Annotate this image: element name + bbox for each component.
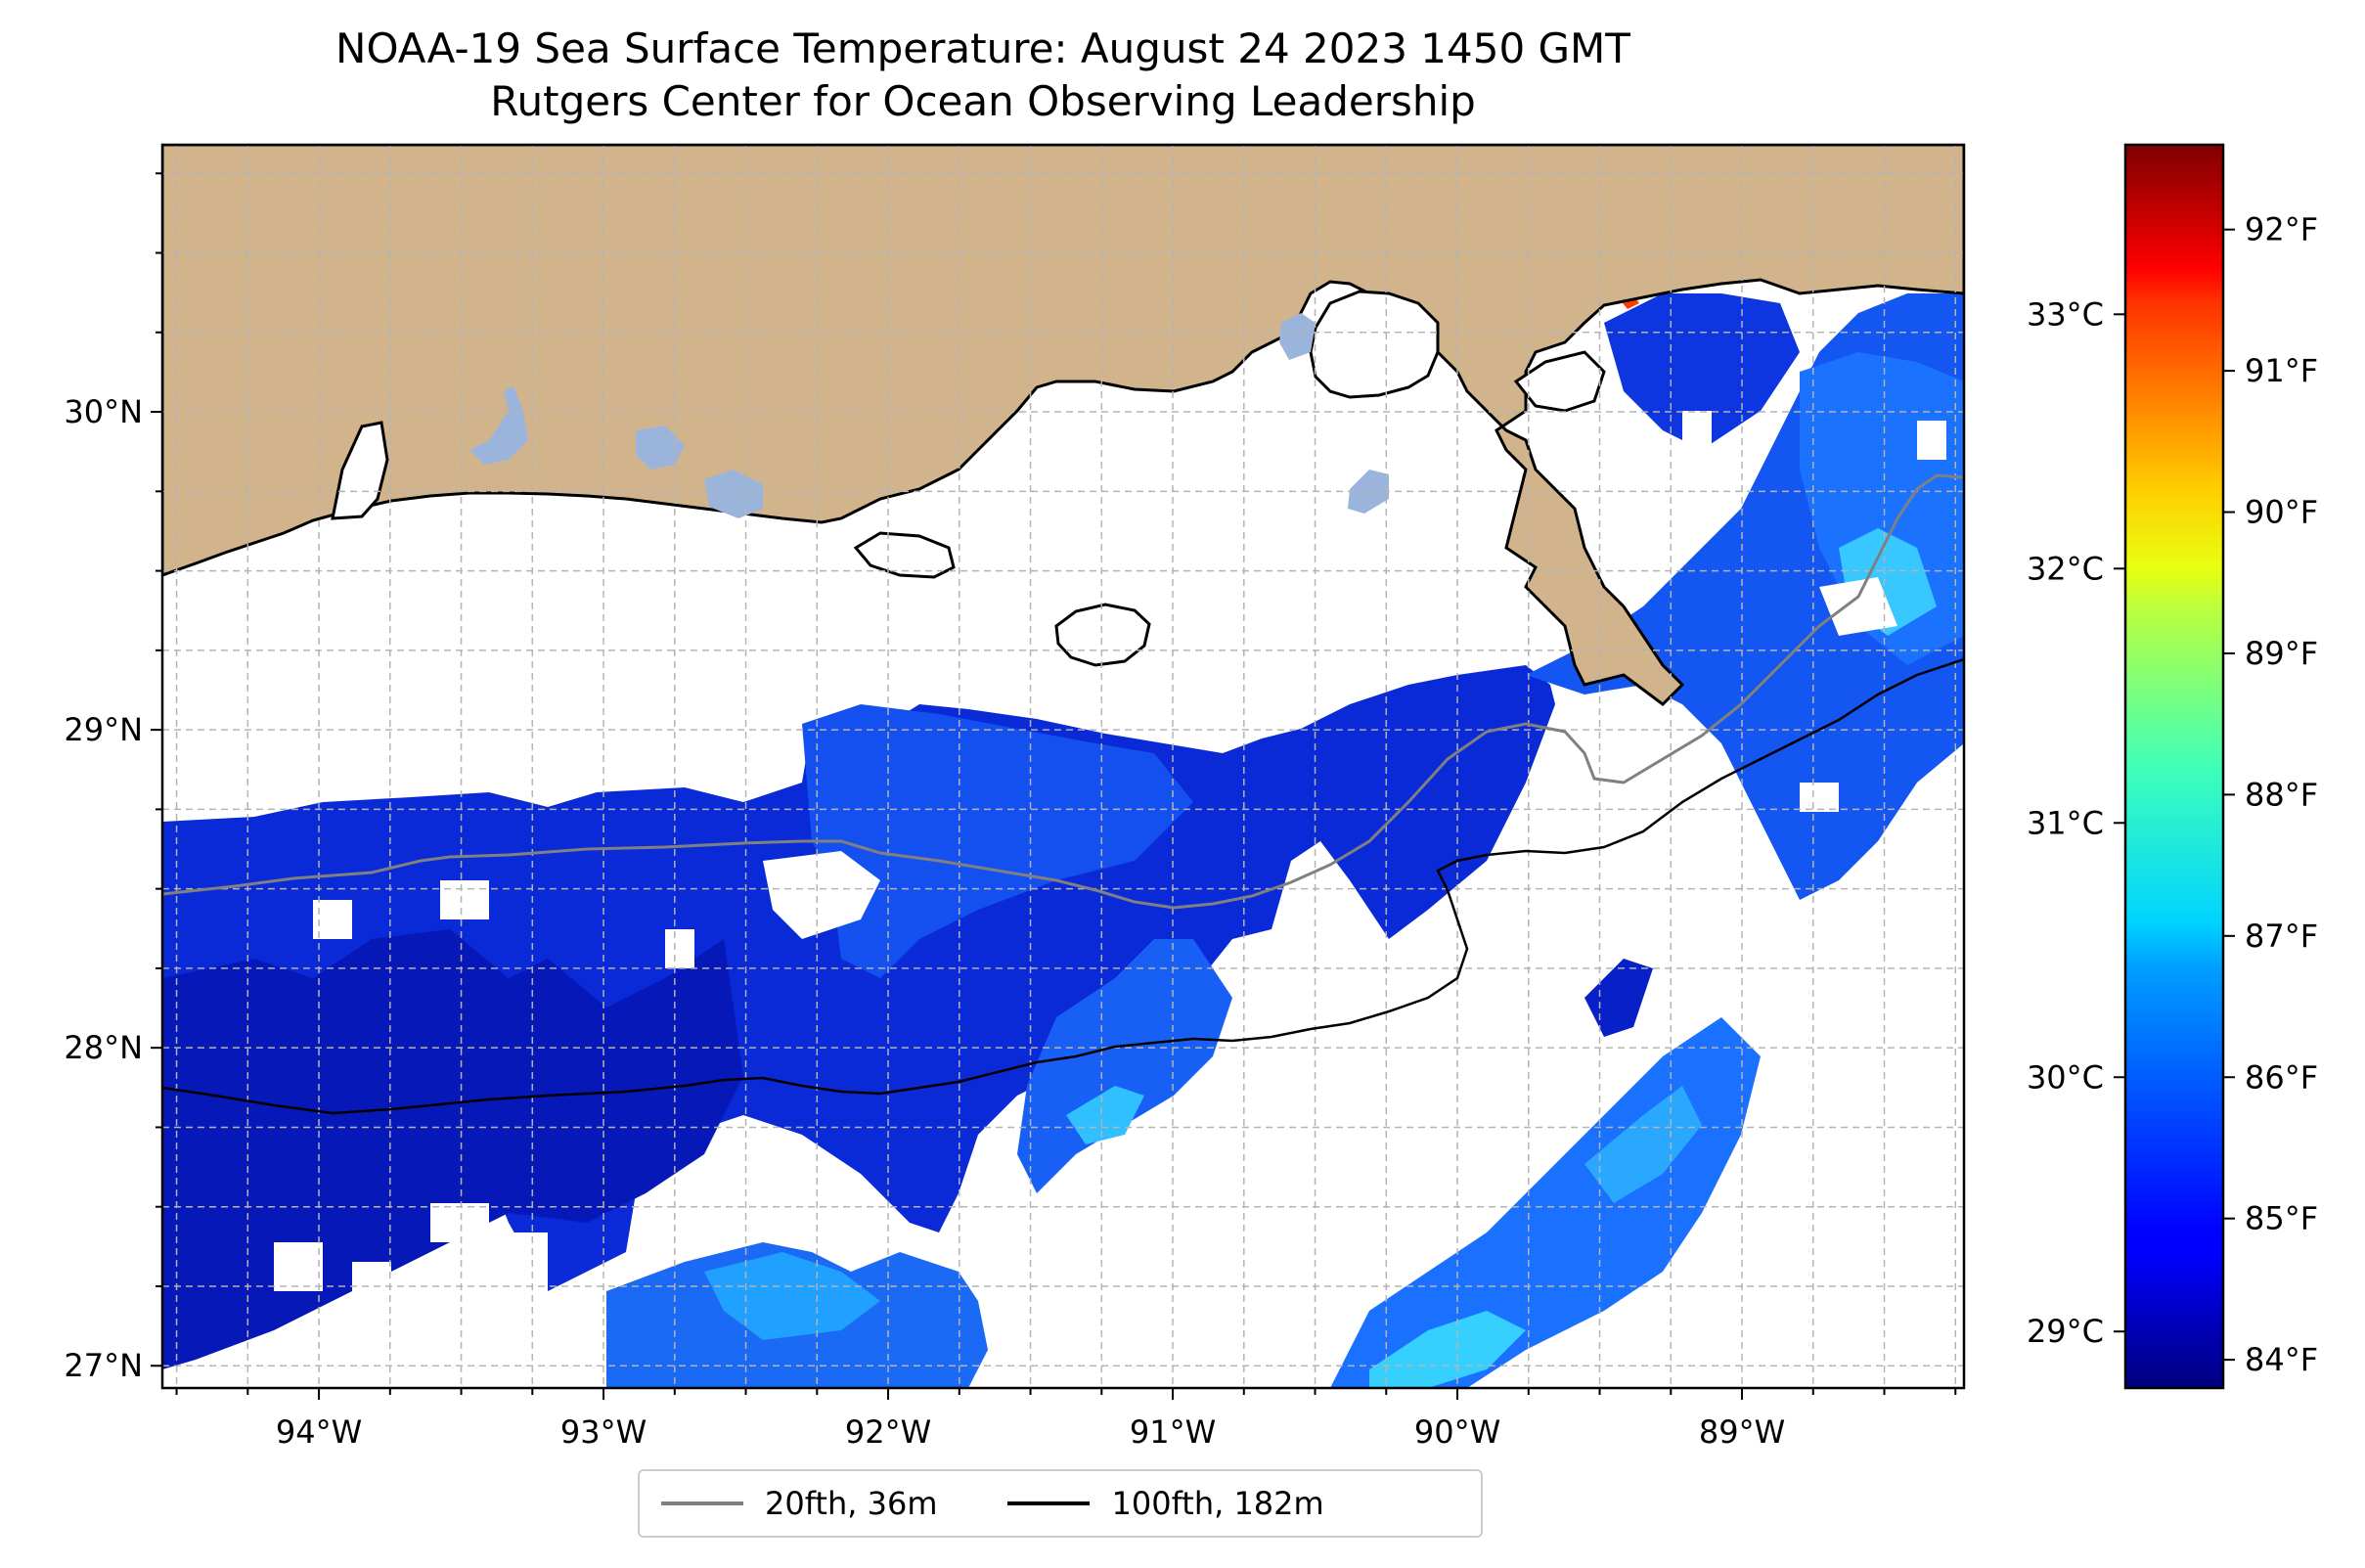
legend-label-100fth: 100fth, 182m <box>1111 1485 1324 1522</box>
legend-line-black <box>1007 1501 1091 1505</box>
colorbar-f-label: 84°F <box>2245 1341 2318 1378</box>
isobath-20fth <box>162 473 1964 910</box>
map-panel <box>162 145 1964 1388</box>
colorbar-f-label: 89°F <box>2245 635 2318 672</box>
lon-tick-label: 92°W <box>845 1413 931 1451</box>
latitude-axis: 30°N 29°N 28°N 27°N <box>64 172 162 1384</box>
colorbar-c-label: 33°C <box>2027 295 2104 333</box>
lat-tick-label: 30°N <box>64 393 143 430</box>
lat-tick-label: 28°N <box>64 1029 143 1066</box>
coastal-bays <box>331 290 1606 667</box>
colorbar-f-label: 88°F <box>2245 776 2318 813</box>
cloud-mask-layer <box>274 411 1946 1301</box>
colorbar-c-label: 31°C <box>2027 804 2104 841</box>
map-frame <box>160 143 1966 1390</box>
lon-tick-label: 93°W <box>560 1413 647 1451</box>
colorbar-f-label: 92°F <box>2245 211 2318 248</box>
lon-tick-label: 94°W <box>276 1413 362 1451</box>
colorbar-f-label: 90°F <box>2245 494 2318 531</box>
longitude-axis: 94°W 93°W 92°W 91°W 90°W 89°W <box>175 1388 1957 1451</box>
colorbar-fahrenheit-ticks: 84°F 85°F 86°F 87°F 88°F 89°F 90°F 91°F 92°F <box>2223 211 2318 1378</box>
lon-tick-label: 89°W <box>1699 1413 1785 1451</box>
legend-item-20fth: 20fth, 36m <box>661 1485 986 1522</box>
legend-label-20fth: 20fth, 36m <box>765 1485 938 1522</box>
lat-tick-label: 27°N <box>64 1347 143 1384</box>
colorbar-gradient <box>2123 143 2225 1390</box>
colorbar-f-label: 91°F <box>2245 352 2318 389</box>
colorbar-f-label: 87°F <box>2245 918 2318 955</box>
map-gridlines <box>162 145 1964 1388</box>
lon-tick-label: 91°W <box>1130 1413 1216 1451</box>
colorbar: 84°F 85°F 86°F 87°F 88°F 89°F 90°F 91°F 92°F 29°… <box>2027 143 2318 1390</box>
legend-line-gray <box>661 1501 743 1505</box>
map-subtitle: Rutgers Center for Ocean Observing Leade… <box>490 77 1476 125</box>
lakes-layer <box>469 313 1389 518</box>
colorbar-f-label: 86°F <box>2245 1058 2318 1096</box>
legend-item-100fth: 100fth, 182m <box>1007 1485 1372 1522</box>
lat-tick-label: 29°N <box>64 711 143 748</box>
isobath-100fth <box>162 657 1964 1115</box>
colorbar-celsius-ticks: 29°C 30°C 31°C 32°C 33°C <box>2027 295 2125 1350</box>
lon-tick-label: 90°W <box>1414 1413 1500 1451</box>
colorbar-c-label: 32°C <box>2027 550 2104 587</box>
colorbar-c-label: 29°C <box>2027 1313 2104 1350</box>
colorbar-f-label: 85°F <box>2245 1200 2318 1237</box>
map-title: NOAA-19 Sea Surface Temperature: August … <box>335 24 1630 72</box>
colorbar-c-label: 30°C <box>2027 1058 2104 1096</box>
isobath-legend: 20fth, 36m 100fth, 182m <box>638 1469 1483 1538</box>
sst-data-layer <box>162 293 1964 1388</box>
